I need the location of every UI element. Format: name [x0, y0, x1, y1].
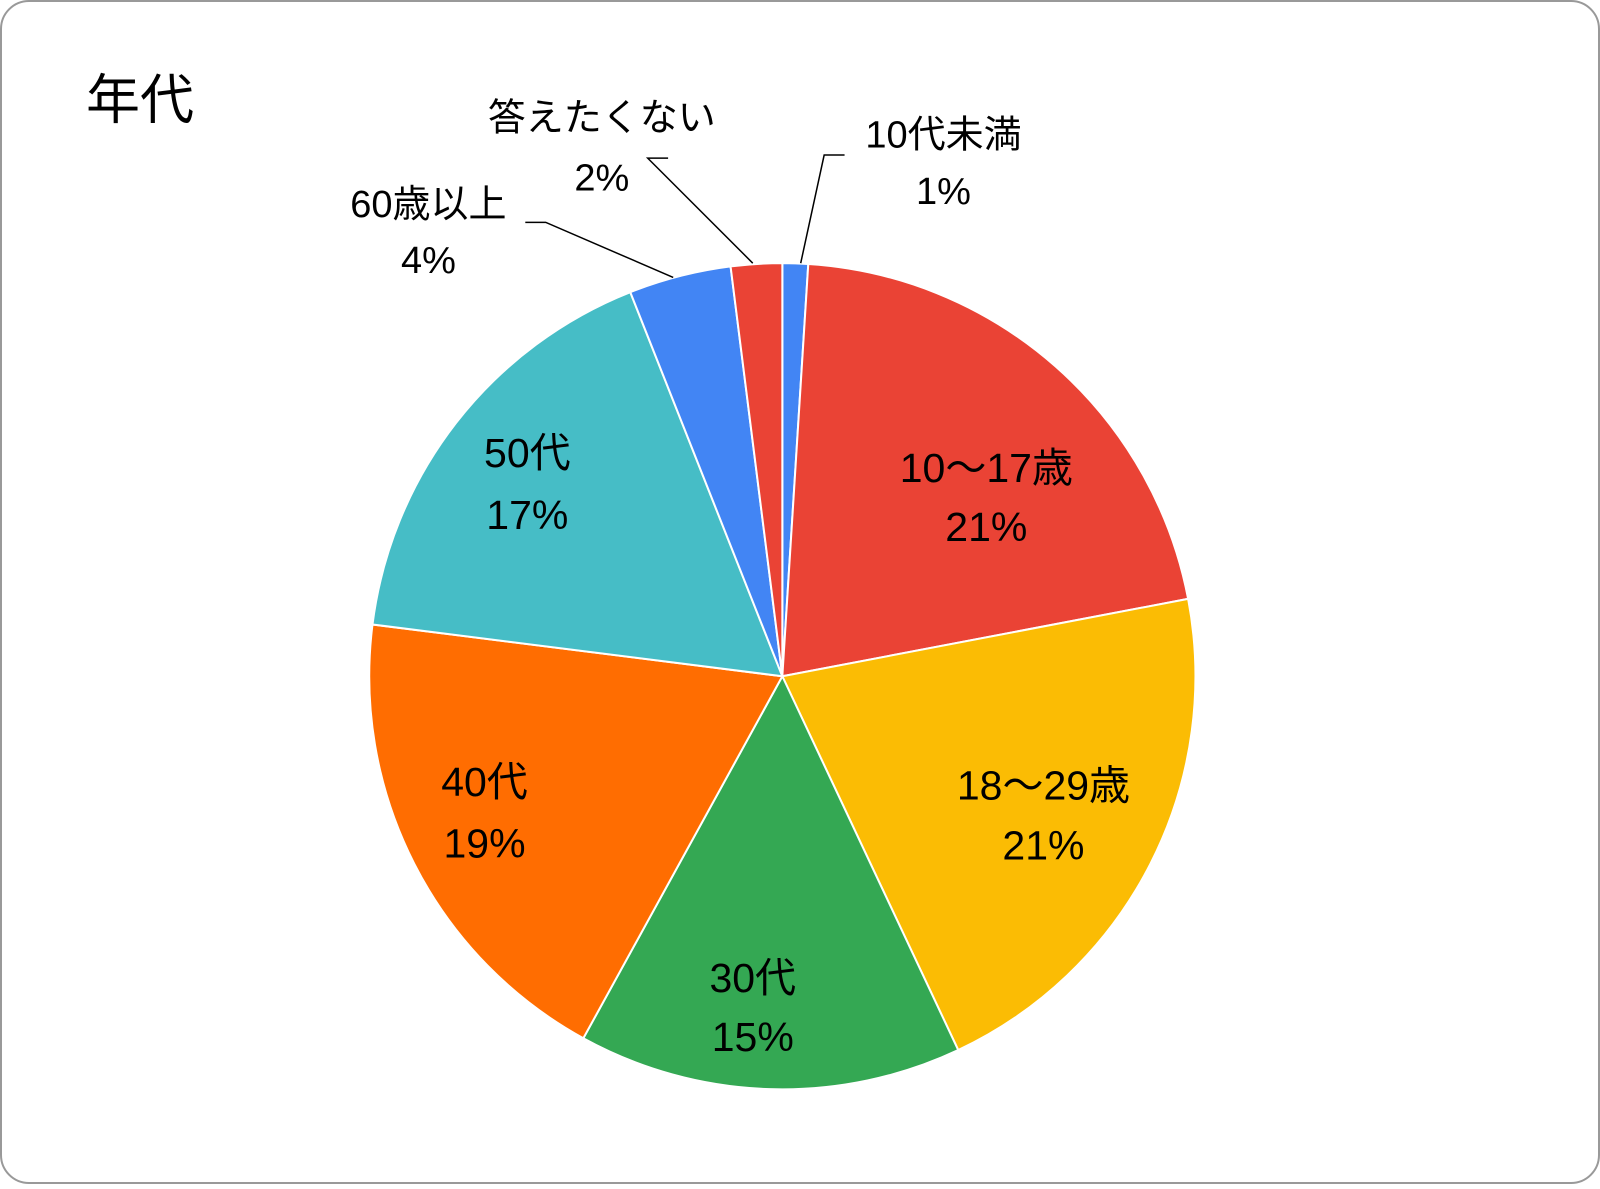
slice-value-label: 2% — [574, 158, 629, 200]
slice-value-label: 17% — [486, 492, 568, 538]
slice-label: 18〜29歳 — [957, 762, 1130, 808]
leader-line — [645, 157, 754, 264]
slice-value-label: 19% — [443, 820, 525, 866]
leader-line — [799, 154, 845, 264]
slice-label: 30代 — [709, 955, 796, 1001]
pie-slice — [729, 262, 784, 677]
leader-line — [525, 221, 674, 279]
slice-value-label: 15% — [712, 1014, 794, 1060]
slice-value-label: 4% — [401, 240, 456, 282]
pie-slice — [371, 290, 784, 678]
slice-label: 50代 — [484, 430, 571, 476]
pie-slice — [581, 674, 960, 1091]
pie-slice — [781, 262, 1190, 678]
slice-label: 10代未満 — [865, 115, 1021, 157]
slice-value-label: 21% — [945, 504, 1027, 550]
slice-label: 答えたくない — [488, 97, 716, 139]
slice-value-label: 21% — [1002, 822, 1084, 868]
chart-title: 年代 — [86, 70, 194, 130]
slice-label: 40代 — [441, 759, 528, 805]
slice-label: 60歳以上 — [350, 184, 506, 226]
slice-value-label: 1% — [916, 171, 971, 213]
pie-slice — [368, 623, 784, 1040]
pie-slice — [780, 597, 1197, 1052]
slice-label: 10〜17歳 — [900, 445, 1073, 491]
